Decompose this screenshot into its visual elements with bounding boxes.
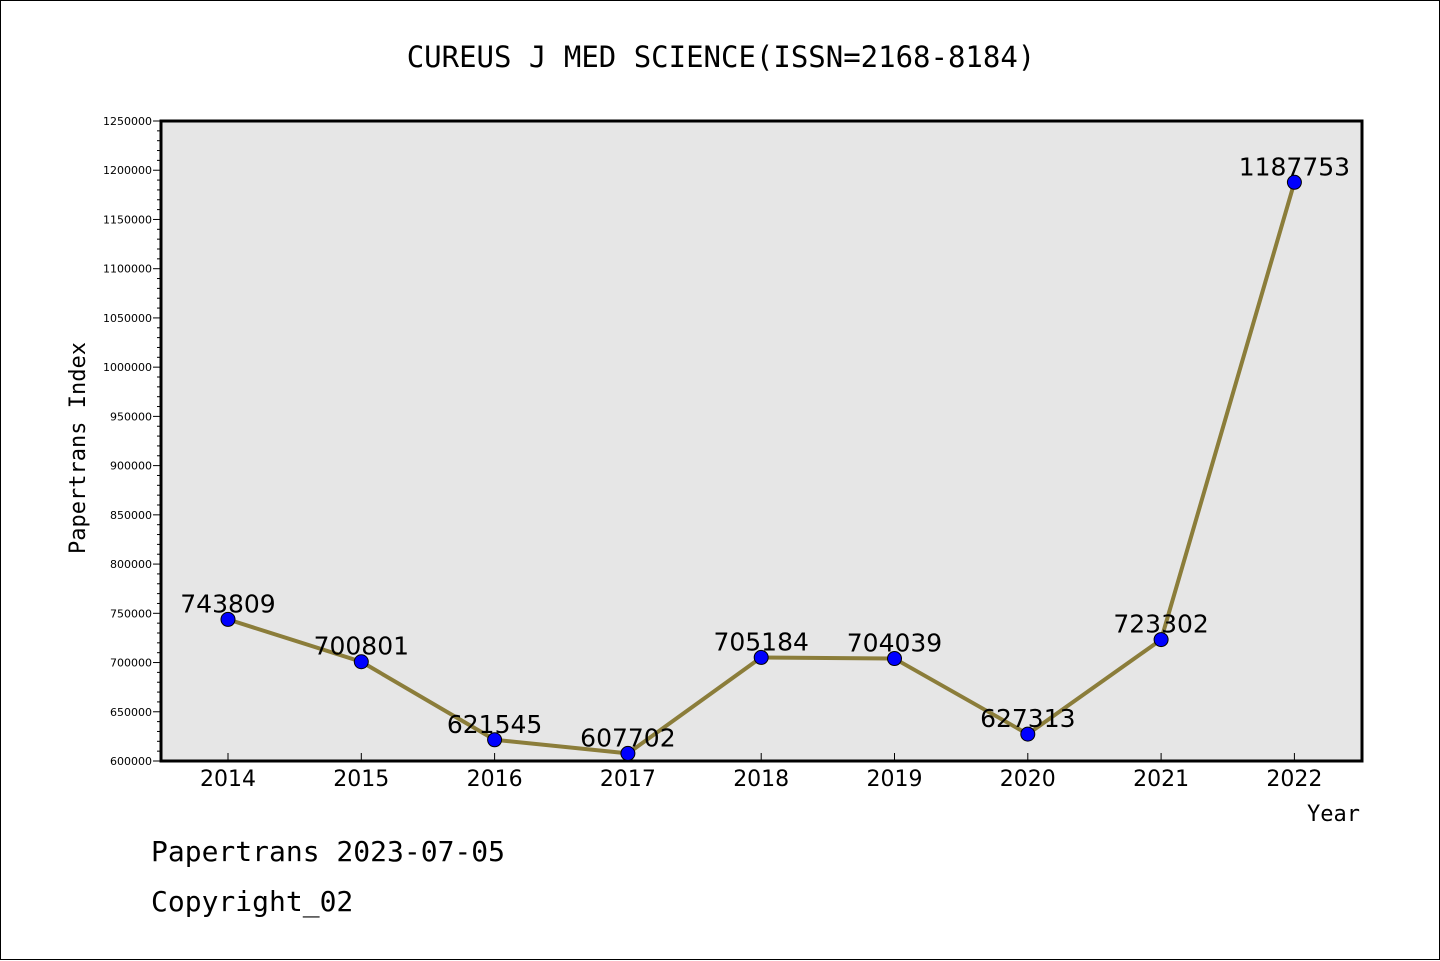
x-tick-label: 2014 [200, 767, 256, 792]
y-tick-label: 1150000 [103, 213, 152, 226]
data-point [1020, 726, 1036, 742]
data-label: 743809 [180, 589, 275, 618]
y-tick-label: 650000 [110, 706, 152, 719]
data-point [353, 654, 369, 670]
plot-area [159, 119, 1364, 763]
x-tick-label: 2019 [867, 767, 923, 792]
y-tick-label: 700000 [110, 657, 152, 670]
data-label: 1187753 [1239, 152, 1350, 181]
y-tick-label: 850000 [110, 509, 152, 522]
y-tick-label: 950000 [110, 410, 152, 423]
x-tick-label: 2018 [733, 767, 789, 792]
series-line-group [220, 174, 1302, 761]
data-point [487, 732, 503, 748]
y-axis-label: Papertrans Index [66, 342, 91, 554]
data-labels: 743809 700801 621545 607702 705184 704039 6273… [180, 152, 1350, 752]
data-point [753, 649, 769, 665]
y-tick-label: 1200000 [103, 164, 152, 177]
data-label: 700801 [314, 632, 409, 661]
x-tick-label: 2016 [467, 767, 523, 792]
footer-copyright: Copyright_02 [151, 885, 354, 918]
x-tick-label: 2015 [333, 767, 389, 792]
data-point [1286, 174, 1302, 190]
footer-date: Papertrans 2023-07-05 [151, 835, 506, 868]
y-axis: 600000 650000 700000 750000 800000 850000 9000… [103, 115, 161, 768]
x-tick-label: 2021 [1133, 767, 1189, 792]
y-tick-label: 750000 [110, 607, 152, 620]
data-point [1153, 632, 1169, 648]
data-point [620, 745, 636, 761]
x-axis: 2014 2015 2016 2017 2018 2019 2020 2021 2022 [200, 753, 1322, 792]
chart-title: CUREUS J MED SCIENCE(ISSN=2168-8184) [407, 40, 1036, 74]
y-tick-label: 1050000 [103, 312, 152, 325]
data-label: 704039 [847, 629, 942, 658]
data-label: 723302 [1113, 610, 1208, 639]
y-tick-label: 900000 [110, 460, 152, 473]
x-tick-label: 2022 [1266, 767, 1322, 792]
data-label: 627313 [980, 704, 1075, 733]
data-point [220, 611, 236, 627]
data-label: 705184 [713, 627, 808, 656]
y-tick-label: 1000000 [103, 361, 152, 374]
x-tick-label: 2020 [1000, 767, 1056, 792]
x-tick-label: 2017 [600, 767, 656, 792]
y-tick-label: 800000 [110, 558, 152, 571]
data-label: 607702 [580, 723, 675, 752]
data-point [887, 651, 902, 667]
y-tick-label: 1100000 [103, 263, 152, 276]
y-tick-label: 600000 [110, 755, 152, 768]
data-label: 621545 [447, 710, 542, 739]
y-tick-label: 1250000 [103, 115, 152, 128]
x-axis-label: Year [1307, 802, 1360, 827]
